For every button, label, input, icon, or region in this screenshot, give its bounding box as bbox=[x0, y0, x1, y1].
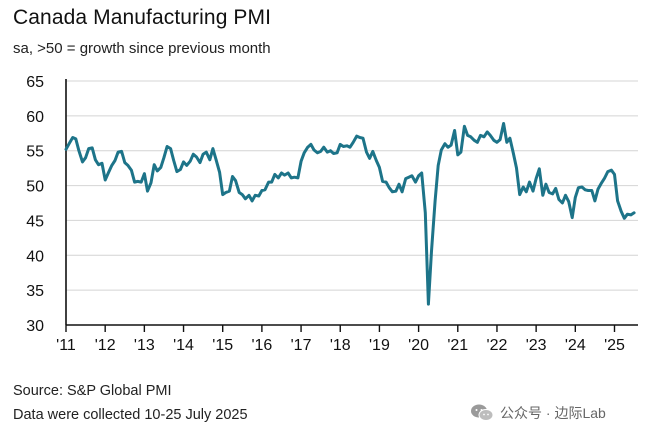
x-tick-2017: '17 bbox=[291, 337, 312, 354]
x-tick-2019: '19 bbox=[369, 337, 390, 354]
y-tick-65: 65 bbox=[26, 74, 44, 91]
x-tick-2025: '25 bbox=[604, 337, 625, 354]
x-tick-2011: '11 bbox=[56, 337, 76, 354]
watermark-text: 公众号 · 边际Lab bbox=[500, 405, 606, 421]
y-tick-35: 35 bbox=[26, 283, 44, 300]
x-tick-2024: '24 bbox=[565, 337, 586, 354]
y-tick-60: 60 bbox=[26, 109, 44, 126]
x-tick-2023: '23 bbox=[526, 337, 547, 354]
gridlines bbox=[66, 80, 638, 291]
series-layer bbox=[64, 122, 636, 306]
chart-title: Canada Manufacturing PMI bbox=[13, 6, 272, 29]
x-tick-2018: '18 bbox=[330, 337, 351, 354]
wechat-icon bbox=[470, 403, 494, 423]
source-note: Source: S&P Global PMI bbox=[13, 383, 172, 399]
x-tick-2016: '16 bbox=[251, 337, 272, 354]
y-tick-30: 30 bbox=[26, 318, 44, 335]
x-tick-2012: '12 bbox=[95, 337, 116, 354]
watermark: 公众号 · 边际Lab bbox=[470, 403, 606, 423]
collection-note: Data were collected 10-25 July 2025 bbox=[13, 407, 248, 423]
x-tick-2015: '15 bbox=[212, 337, 233, 354]
x-tick-2021: '21 bbox=[447, 337, 468, 354]
axes bbox=[65, 79, 638, 332]
y-tick-40: 40 bbox=[26, 248, 44, 265]
y-tick-45: 45 bbox=[26, 213, 44, 230]
x-tick-2020: '20 bbox=[408, 337, 429, 354]
x-tick-2013: '13 bbox=[134, 337, 155, 354]
y-tick-55: 55 bbox=[26, 144, 44, 161]
x-tick-2022: '22 bbox=[487, 337, 508, 354]
y-tick-labels: 30 35 40 45 50 55 60 65 bbox=[26, 74, 44, 335]
x-tick-labels: '11 '12 '13 '14 '15 '16 '17 '18 '19 '20 '21 '22 '23 '… bbox=[56, 337, 625, 354]
x-tick-2014: '14 bbox=[173, 337, 194, 354]
series-line-0 bbox=[64, 122, 636, 306]
chart-subtitle: sa, >50 = growth since previous month bbox=[13, 40, 271, 57]
y-tick-50: 50 bbox=[26, 179, 44, 196]
